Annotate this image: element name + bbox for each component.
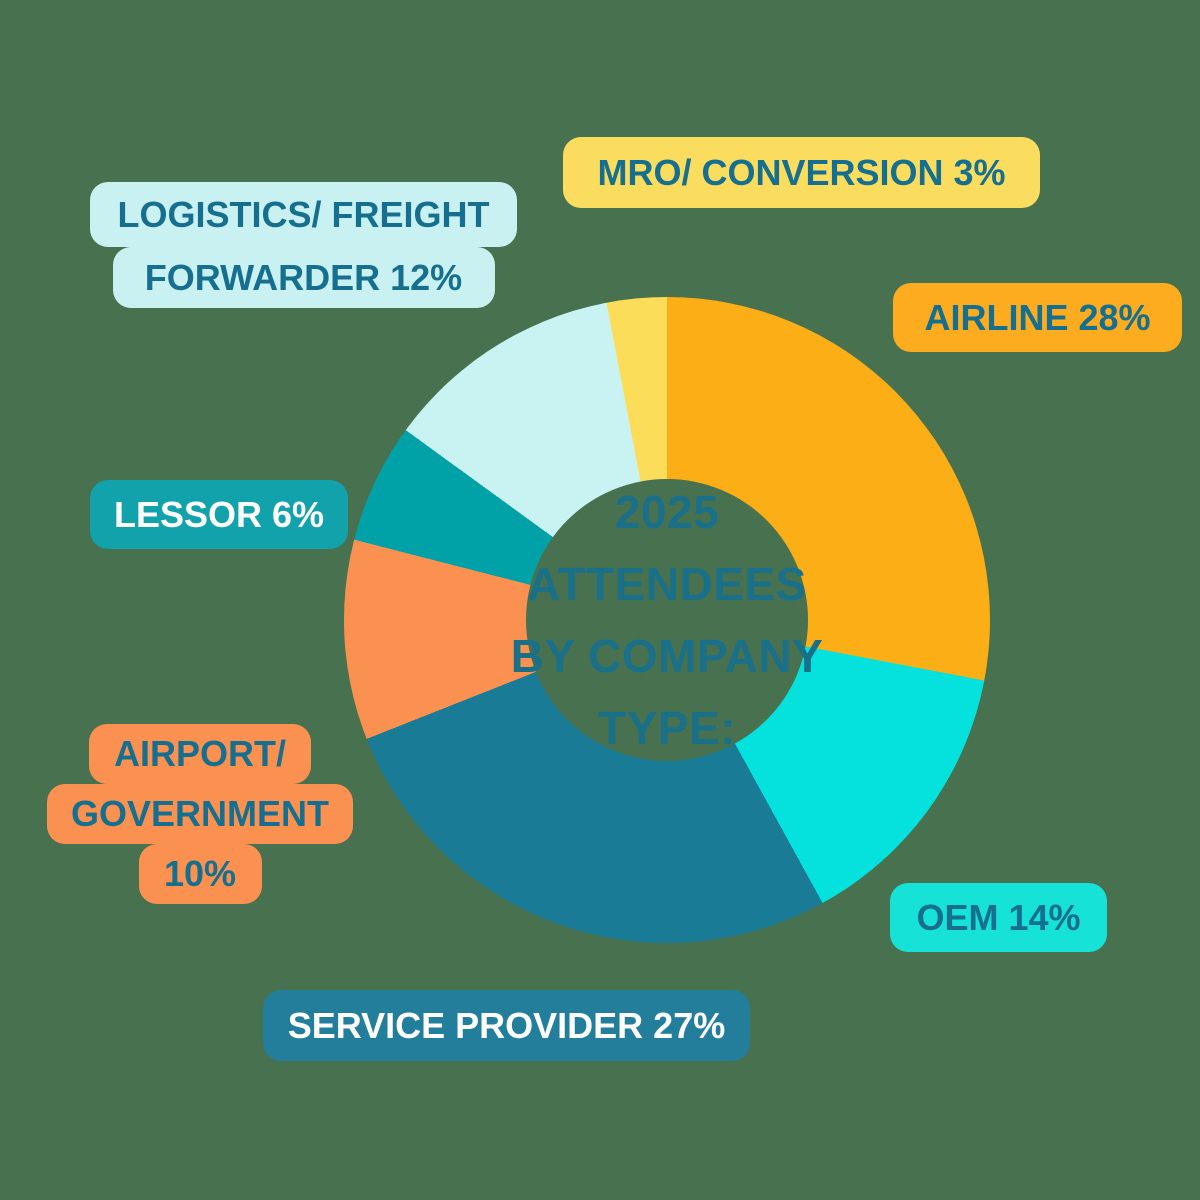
label-airport-government: AIRPORT/ GOVERNMENT 10%: [40, 724, 360, 904]
label-oem: OEM 14%: [890, 883, 1107, 952]
chart-title-line: BY COMPANY: [510, 630, 824, 682]
donut-hole: [526, 479, 808, 761]
chart-title-line: 2025: [614, 486, 720, 538]
label-airline: AIRLINE 28%: [893, 283, 1182, 352]
label-mro-conversion-pill: MRO/ CONVERSION 3%: [563, 137, 1040, 208]
label-airport-line-3: 10%: [138, 844, 262, 904]
label-airport-line-2: GOVERNMENT: [46, 784, 353, 844]
label-lessor: LESSOR 6%: [90, 480, 349, 549]
label-service-provider: SERVICE PROVIDER 27%: [263, 990, 750, 1061]
label-logistics-line-1: LOGISTICS/ FREIGHT: [90, 182, 517, 247]
label-oem-pill: OEM 14%: [890, 883, 1107, 952]
label-mro-conversion: MRO/ CONVERSION 3%: [563, 137, 1040, 208]
chart-title-line: ATTENDEES: [527, 558, 807, 610]
label-logistics-line-2: FORWARDER 12%: [112, 247, 495, 308]
chart-title-line: TYPE:: [598, 702, 736, 754]
label-airline-pill: AIRLINE 28%: [893, 283, 1182, 352]
donut-chart: 2025 ATTENDEES BY COMPANY TYPE:: [344, 297, 990, 943]
label-airport-line-1: AIRPORT/: [89, 724, 311, 784]
chart-title: 2025 ATTENDEES BY COMPANY TYPE:: [344, 297, 990, 943]
label-lessor-pill: LESSOR 6%: [90, 480, 349, 549]
label-service-provider-pill: SERVICE PROVIDER 27%: [263, 990, 750, 1061]
label-logistics-freight-forwarder: LOGISTICS/ FREIGHT FORWARDER 12%: [90, 182, 517, 308]
